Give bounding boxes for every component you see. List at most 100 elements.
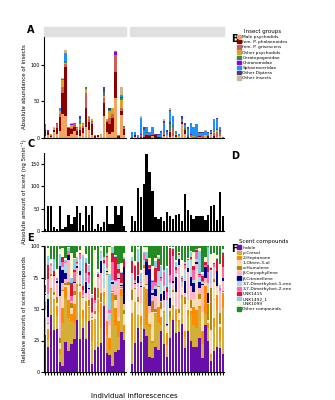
Bar — [109, 224, 111, 231]
Bar — [70, 246, 73, 253]
Bar — [76, 135, 78, 138]
Bar — [64, 227, 67, 231]
Bar — [198, 132, 201, 133]
Bar — [204, 135, 207, 136]
Bar — [198, 275, 201, 278]
Bar — [88, 119, 90, 122]
Bar — [198, 248, 201, 251]
Bar — [157, 246, 159, 255]
Bar — [70, 124, 73, 125]
Bar — [56, 330, 58, 372]
Bar — [67, 254, 70, 255]
Bar — [137, 276, 139, 283]
Bar — [67, 215, 70, 231]
Bar — [123, 246, 126, 253]
Bar — [184, 194, 186, 231]
Bar — [109, 313, 111, 320]
Bar — [73, 323, 76, 338]
Bar — [160, 294, 162, 301]
Bar — [169, 275, 171, 283]
Bar — [79, 119, 81, 121]
Bar — [204, 326, 207, 372]
Bar — [140, 286, 142, 287]
Bar — [195, 216, 198, 231]
Bar — [140, 197, 142, 231]
Bar — [195, 347, 198, 372]
Bar — [201, 133, 204, 135]
Bar — [106, 353, 108, 372]
Bar — [175, 134, 177, 135]
Bar — [210, 268, 212, 270]
Bar — [201, 136, 204, 138]
Bar — [123, 334, 126, 340]
Bar — [204, 131, 207, 135]
Bar — [59, 117, 61, 131]
Bar — [195, 328, 198, 347]
Bar — [154, 348, 156, 372]
Bar — [178, 309, 180, 313]
Bar — [178, 137, 180, 138]
Bar — [131, 364, 133, 372]
Bar — [97, 137, 99, 138]
Bar — [198, 282, 201, 288]
Bar — [73, 127, 76, 131]
Bar — [79, 124, 81, 127]
Bar — [99, 136, 102, 138]
Bar — [59, 131, 61, 138]
Y-axis label: Absolute amount of scent (ng 5min⁻¹): Absolute amount of scent (ng 5min⁻¹) — [21, 140, 27, 244]
Bar — [103, 246, 105, 257]
Bar — [172, 283, 174, 290]
Bar — [160, 278, 162, 281]
Bar — [190, 123, 192, 134]
Bar — [163, 270, 165, 272]
Bar — [88, 308, 90, 321]
Bar — [97, 135, 99, 136]
Bar — [145, 284, 148, 285]
Bar — [50, 134, 52, 135]
Bar — [219, 246, 221, 264]
Bar — [103, 222, 105, 231]
Bar — [112, 294, 114, 301]
Y-axis label: Absolute abundance of insects: Absolute abundance of insects — [22, 44, 27, 129]
Bar — [175, 135, 177, 137]
Bar — [61, 267, 64, 270]
Bar — [216, 132, 218, 137]
Bar — [222, 253, 224, 267]
Bar — [175, 137, 177, 138]
Bar — [97, 276, 99, 277]
Bar — [44, 318, 46, 322]
Bar — [99, 135, 102, 136]
Bar — [187, 127, 189, 129]
Bar — [85, 273, 87, 281]
Bar — [172, 136, 174, 138]
Bar — [103, 264, 105, 288]
Bar — [184, 269, 186, 281]
Bar — [184, 128, 186, 130]
Bar — [190, 314, 192, 341]
Bar — [109, 320, 111, 325]
Bar — [64, 260, 67, 262]
Bar — [56, 269, 58, 278]
Bar — [148, 313, 151, 324]
Bar — [166, 334, 169, 346]
Bar — [112, 246, 114, 247]
Bar — [175, 215, 177, 231]
Bar — [151, 290, 154, 293]
Bar — [134, 261, 136, 264]
Bar — [79, 292, 81, 297]
Bar — [109, 247, 111, 274]
Bar — [117, 136, 120, 138]
Bar — [140, 342, 142, 372]
Bar — [44, 285, 46, 292]
Bar — [151, 136, 154, 138]
Bar — [120, 273, 123, 283]
Bar — [76, 268, 78, 274]
Bar — [88, 116, 90, 117]
Bar — [103, 92, 105, 96]
Bar — [67, 351, 70, 372]
Bar — [178, 134, 180, 136]
Bar — [76, 286, 78, 320]
Bar — [79, 297, 81, 339]
Bar — [120, 288, 123, 289]
Bar — [82, 226, 84, 231]
